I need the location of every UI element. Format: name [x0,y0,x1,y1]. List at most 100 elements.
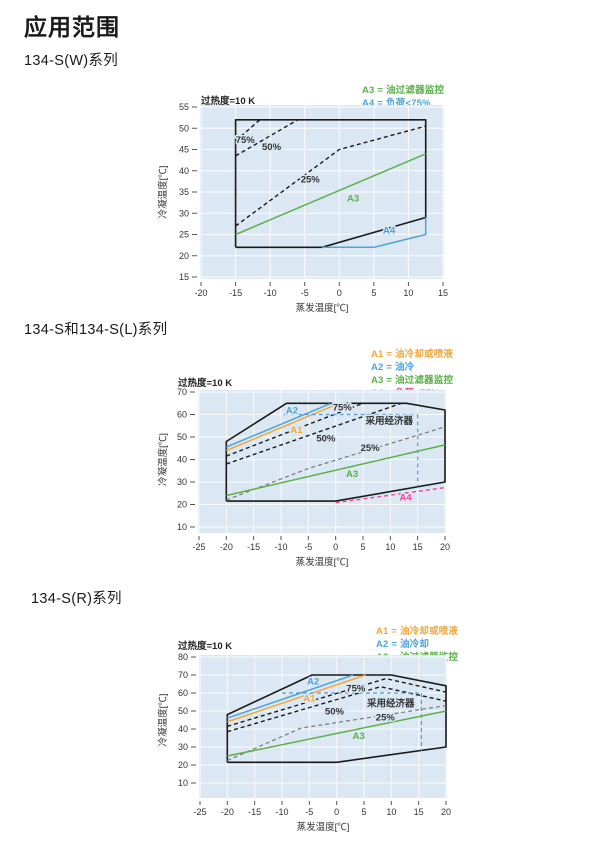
plot-area [198,390,446,533]
superheat-note: 过热度=10 K [201,95,255,107]
superheat-note: 过热度=10 K [178,640,232,652]
chart-svg: -25 -20 -15 -10 -5 0 5 10 15 20 10 20 30 40 50 60 70 A2 A1… [157,377,450,568]
series-load-25pct [235,125,426,227]
series-load-50pct [227,686,447,733]
series-load-50pct [226,402,402,465]
plot-label-A4: A4 [383,225,396,236]
plot-label-采用经济器: 采用经济器 [364,415,413,427]
y-tick-label: 40 [177,455,187,465]
x-axis-title: 蒸发温度[℃] [296,556,349,568]
y-tick-label: 55 [179,102,189,112]
legend-item: A1 = 油冷却或喷液 [376,626,459,637]
plot-label-A3: A3 [347,193,359,204]
series-load-75pct [235,119,261,142]
x-tick-label: 5 [371,288,376,298]
series-A1-oil-cooling-or-liquid-injection [227,674,366,723]
y-tick-label: 70 [177,387,187,397]
x-tick-label: 10 [385,542,395,552]
y-tick-label: 30 [177,477,187,487]
legend-item: A2 = 油冷 [371,362,415,373]
series-operating-envelope [225,402,446,502]
plot-label-A3: A3 [352,731,364,742]
x-tick-label: 20 [441,807,451,817]
x-tick-label: -15 [247,542,260,552]
section-heading-134-sr: 134-S(R)系列 [31,591,122,607]
plot-label-75%: 75% [333,402,353,413]
x-tick-label: 20 [440,542,450,552]
y-tick-label: 30 [178,742,188,752]
plot-label-50%: 50% [262,142,282,153]
y-tick-label: 20 [178,760,188,770]
section-heading-134-s-134-sl: 134-S和134-S(L)系列 [24,322,168,338]
x-tick-label: 0 [333,542,338,552]
x-tick-label: -20 [194,288,207,298]
x-tick-label: 0 [337,288,342,298]
y-tick-label: 60 [177,410,187,420]
plot-label-25%: 25% [361,443,381,454]
page-title: 应用范围 [24,14,120,40]
plot-label-50%: 50% [325,707,345,718]
plot-label-A2: A2 [307,676,319,687]
y-tick-label: 40 [178,724,188,734]
series-load-75pct [227,677,447,727]
series-A4-load-limit [335,486,446,504]
plot-label-75%: 75% [236,135,256,146]
plot-area [199,655,447,798]
x-tick-label: 10 [403,288,413,298]
y-axis-title: 冷凝温度[℃] [157,694,169,747]
x-tick-label: 15 [414,807,424,817]
series-load-50pct [235,119,299,157]
x-tick-label: -15 [248,807,261,817]
series-load-25pct [227,705,447,762]
x-tick-label: 10 [386,807,396,817]
y-tick-label: 25 [179,230,189,240]
legend-item: A3 = 油过滤器监控 [362,85,445,96]
series-A2-oil-cooling [227,674,354,719]
y-tick-label: 40 [179,166,189,176]
plot-label-A2: A2 [286,405,298,416]
x-axis-title: 蒸发温度[℃] [297,821,350,833]
y-tick-label: 20 [177,500,187,510]
series-A1-oil-cooling-or-liquid-injection [226,403,339,452]
y-tick-label: 30 [179,208,189,218]
x-tick-label: -20 [221,807,234,817]
x-tick-label: -25 [193,807,206,817]
series-A3-oil-filter-monitoring [235,153,426,236]
legend-item: A4 = 负荷<75% [362,98,431,109]
series-load-75pct [226,402,364,457]
x-tick-label: -10 [274,542,287,552]
y-tick-label: 45 [179,145,189,155]
y-tick-label: 50 [178,706,188,716]
chart-134-sr: -25 -20 -15 -10 -5 0 5 10 15 20 10 20 30 40 50 60 70 80 A2… [140,635,470,841]
section-heading-134-sw: 134-S(W)系列 [24,53,119,69]
y-tick-label: 80 [178,652,188,662]
plot-label-A1: A1 [303,693,316,704]
x-tick-label: 5 [361,807,366,817]
superheat-note: 过热度=10 K [178,377,232,389]
legend-item: A3 = 油过滤器监控 [371,375,454,386]
x-tick-label: -20 [220,542,233,552]
plot-label-25%: 25% [376,713,396,724]
x-tick-label: -5 [304,542,312,552]
y-tick-label: 50 [179,123,189,133]
plot-label-75%: 75% [346,683,366,694]
legend-chart-134-sw: A3 = 油过滤器监控 A4 = 负荷<75% [362,84,444,110]
y-tick-label: 35 [179,187,189,197]
series-A2-oil-cooling [226,403,331,448]
x-tick-label: 0 [334,807,339,817]
series-operating-envelope [226,674,447,764]
chart-svg: -20 -15 -10 -5 0 5 10 15 15 20 25 30 35 40 45 50 55 75% 50… [157,95,448,314]
y-axis-title: 冷凝温度[℃] [157,166,169,219]
legend-item: A2 = 油冷却 [376,639,430,650]
x-tick-label: -25 [192,542,205,552]
x-tick-label: 15 [438,288,448,298]
x-tick-label: -10 [275,807,288,817]
chart-svg: -25 -20 -15 -10 -5 0 5 10 15 20 10 20 30 40 50 60 70 80 A2… [157,640,451,833]
x-tick-label: 5 [360,542,365,552]
chart-134-s-134-sl: -25 -20 -15 -10 -5 0 5 10 15 20 10 20 30 40 50 60 70 A2 A1… [140,370,470,575]
x-tick-label: 15 [413,542,423,552]
y-axis-title: 冷凝温度[℃] [157,433,169,486]
plot-label-25%: 25% [301,174,321,185]
x-tick-label: -5 [305,807,313,817]
